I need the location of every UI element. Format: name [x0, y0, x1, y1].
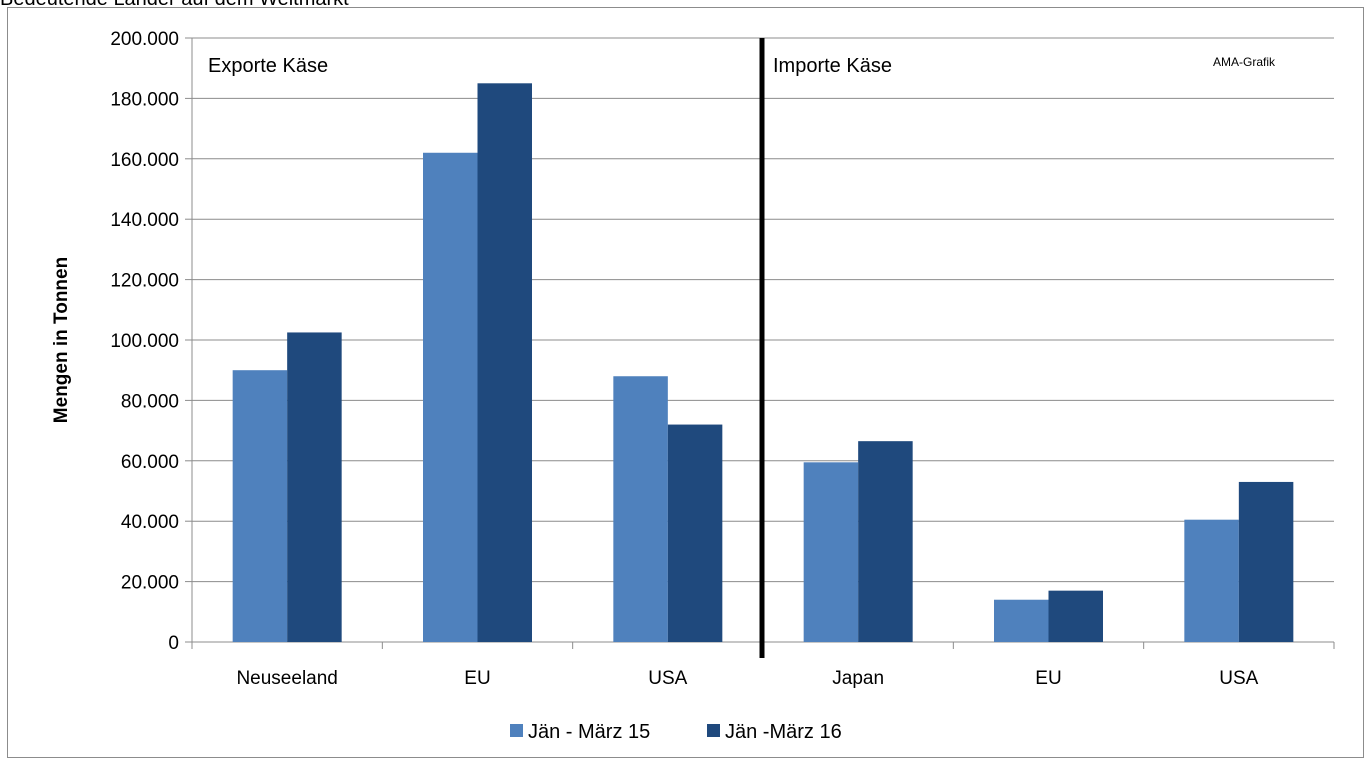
y-tick-label: 100.000 [110, 331, 179, 352]
bar-jan-maerz-16 [477, 83, 532, 643]
bar-jan-maerz-16 [1048, 590, 1103, 642]
bar-jan-maerz-16 [858, 441, 913, 642]
x-tick-label: EU [1035, 668, 1061, 689]
bar-jan-maerz-16 [287, 332, 342, 642]
y-tick-label: 120.000 [110, 271, 179, 292]
legend-swatch [707, 724, 720, 737]
x-tick-label: USA [1219, 668, 1258, 689]
bar-jan-maerz-15 [803, 462, 859, 642]
x-tick-label: Neuseeland [236, 668, 337, 689]
y-tick-label: 200.000 [110, 29, 179, 50]
x-tick-label: USA [648, 668, 687, 689]
bar-jan-maerz-15 [1184, 519, 1239, 642]
y-tick-label: 160.000 [110, 150, 179, 171]
bar-jan-maerz-15 [994, 599, 1049, 642]
y-axis-label: Mengen in Tonnen [51, 257, 72, 423]
y-tick-label: 40.000 [121, 512, 179, 533]
bar-jan-maerz-15 [613, 376, 668, 642]
y-tick-label: 140.000 [110, 210, 179, 231]
y-tick-label: 20.000 [121, 573, 179, 594]
panel-label-exports: Exporte Käse [208, 55, 328, 77]
ama-grafik-note: AMA-Grafik [1213, 55, 1276, 69]
legend-label: Jän -März 16 [725, 721, 842, 743]
bar-jan-maerz-15 [232, 370, 288, 642]
bar-jan-maerz-16 [1238, 481, 1294, 642]
chart-caption: Bedeutende Länder auf dem Weltmarkt [0, 0, 349, 11]
x-tick-label: Japan [832, 668, 884, 689]
legend-swatch [510, 724, 523, 737]
panel-label-imports: Importe Käse [773, 55, 892, 77]
legend-label: Jän - März 15 [528, 721, 650, 743]
bar-jan-maerz-15 [423, 152, 478, 642]
x-tick-label: EU [464, 668, 490, 689]
bar-jan-maerz-16 [667, 424, 723, 642]
y-tick-label: 80.000 [121, 391, 179, 412]
y-tick-label: 0 [168, 633, 179, 654]
y-tick-label: 60.000 [121, 452, 179, 473]
y-tick-label: 180.000 [110, 89, 179, 110]
